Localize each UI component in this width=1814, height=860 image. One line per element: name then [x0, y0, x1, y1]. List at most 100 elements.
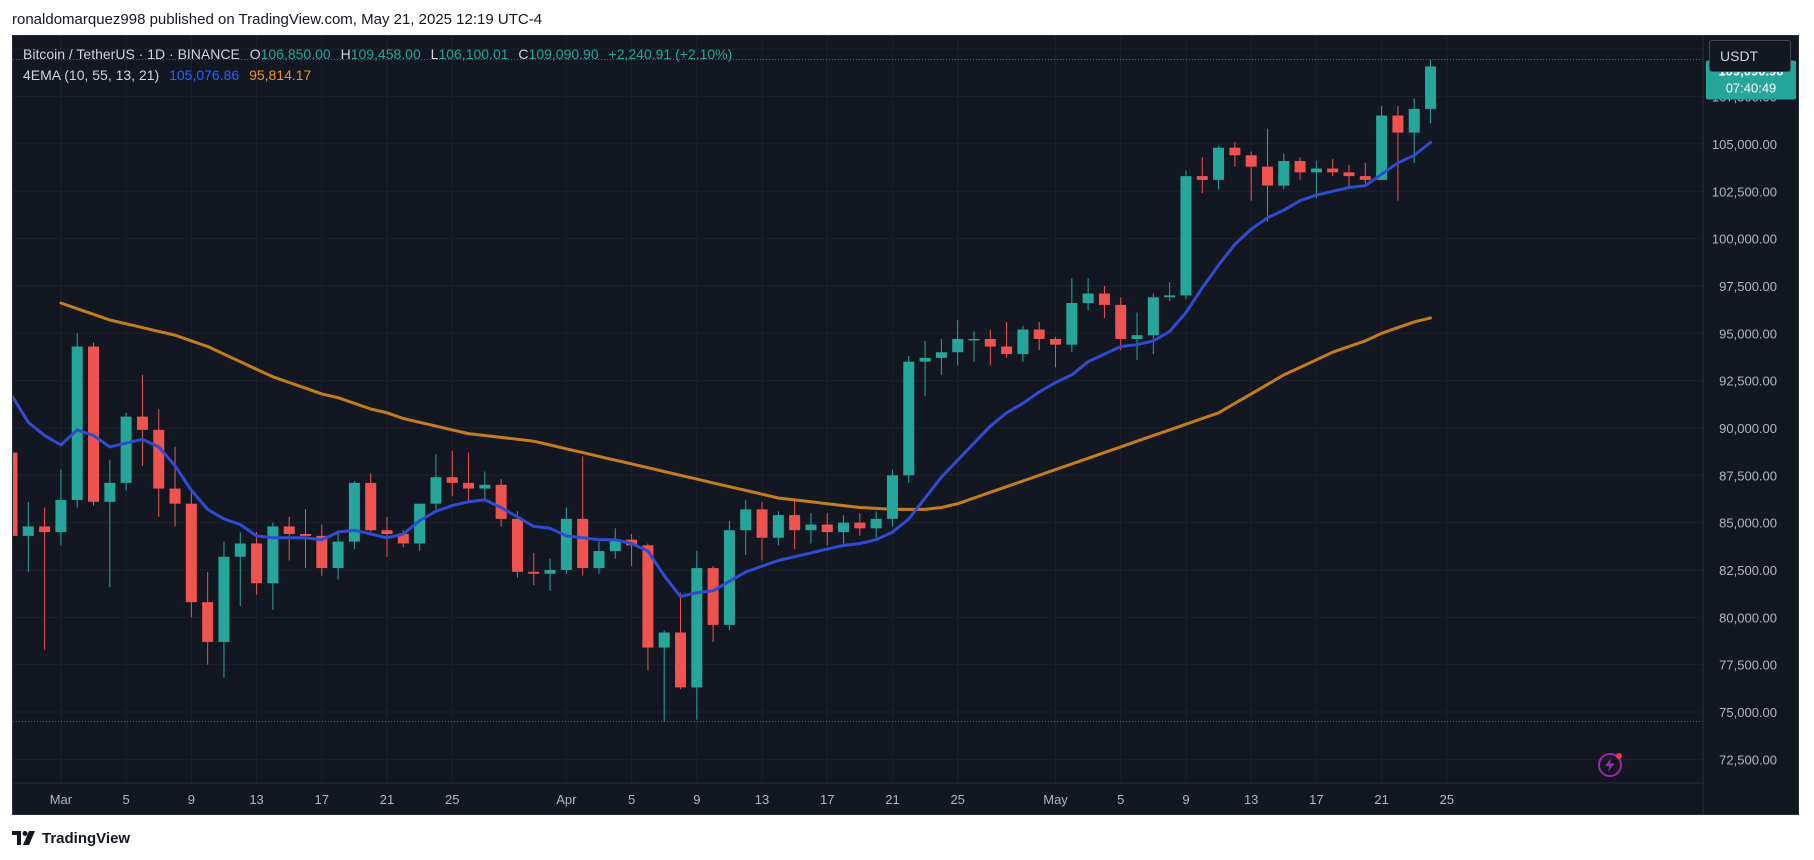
candle[interactable]	[854, 513, 866, 536]
candle[interactable]	[756, 501, 768, 561]
candle-body	[870, 518, 882, 529]
candle[interactable]	[1050, 337, 1062, 368]
chart-panel[interactable]: 72,500.00 75,000.00 77,500.00 80,000.00 82,5…	[12, 35, 1799, 815]
indicator-title[interactable]: 4EMA (10, 55, 13, 21)	[23, 67, 160, 83]
candle[interactable]	[528, 552, 540, 586]
candle-body	[55, 499, 67, 533]
candle[interactable]	[1425, 59, 1437, 124]
candle[interactable]	[1408, 98, 1420, 163]
candle[interactable]	[136, 374, 148, 466]
candle[interactable]	[479, 471, 491, 500]
currency-button[interactable]: USDT	[1709, 40, 1791, 72]
candle[interactable]	[1327, 159, 1339, 177]
candle[interactable]	[1066, 278, 1078, 353]
candle[interactable]	[446, 450, 458, 497]
candle[interactable]	[169, 446, 181, 527]
footer-brand[interactable]: TradingView	[12, 826, 130, 850]
candle[interactable]	[821, 513, 833, 546]
candle[interactable]	[968, 331, 980, 362]
candle[interactable]	[251, 532, 263, 595]
candle[interactable]	[1001, 321, 1013, 358]
candle[interactable]	[414, 503, 426, 552]
candle[interactable]	[1098, 285, 1110, 319]
candle[interactable]	[495, 479, 507, 527]
candle[interactable]	[1164, 282, 1176, 302]
candle[interactable]	[1294, 157, 1306, 180]
candle[interactable]	[723, 520, 735, 631]
price-chart[interactable]: 72,500.00 75,000.00 77,500.00 80,000.00 82,5…	[13, 36, 1798, 814]
candle[interactable]	[1033, 321, 1045, 351]
candle[interactable]	[104, 460, 116, 588]
candle[interactable]	[707, 566, 719, 642]
candle[interactable]	[772, 511, 784, 546]
time-tick-label: 5	[123, 792, 130, 807]
candle[interactable]	[935, 338, 947, 375]
candle[interactable]	[1376, 106, 1388, 180]
candle[interactable]	[71, 333, 83, 508]
candle[interactable]	[642, 543, 654, 671]
candle[interactable]	[55, 469, 67, 546]
candle[interactable]	[1245, 151, 1257, 201]
candle[interactable]	[332, 530, 344, 580]
candle[interactable]	[463, 452, 475, 502]
candle[interactable]	[789, 499, 801, 550]
candle[interactable]	[626, 534, 638, 567]
candle[interactable]	[153, 409, 165, 517]
candle[interactable]	[1131, 312, 1143, 360]
candle[interactable]	[919, 340, 931, 396]
candle[interactable]	[218, 541, 230, 678]
candle[interactable]	[838, 515, 850, 544]
candle[interactable]	[365, 473, 377, 533]
candle[interactable]	[805, 513, 817, 544]
candle[interactable]	[691, 551, 703, 720]
candle[interactable]	[1082, 278, 1094, 311]
candle[interactable]	[1147, 293, 1159, 355]
candle[interactable]	[1278, 153, 1290, 190]
candle[interactable]	[1310, 160, 1322, 199]
candle[interactable]	[870, 511, 882, 538]
candle[interactable]	[1261, 128, 1273, 222]
price-tick-label: 87,500.00	[1719, 468, 1777, 483]
candle[interactable]	[675, 592, 687, 690]
candle[interactable]	[316, 524, 328, 576]
candle[interactable]	[1359, 162, 1371, 184]
candle[interactable]	[267, 522, 279, 610]
candle[interactable]	[1196, 157, 1208, 194]
candle[interactable]	[544, 558, 556, 591]
candle-body	[528, 571, 540, 574]
candle[interactable]	[740, 499, 752, 555]
candle[interactable]	[430, 454, 442, 510]
time-tick-label: 13	[755, 792, 769, 807]
candle[interactable]	[1213, 145, 1225, 190]
candle[interactable]	[984, 329, 996, 366]
symbol-title[interactable]: Bitcoin / TetherUS · 1D · BINANCE	[23, 46, 240, 62]
candle[interactable]	[952, 320, 964, 366]
candle[interactable]	[13, 443, 18, 541]
candle[interactable]	[560, 507, 572, 574]
candle[interactable]	[120, 412, 132, 491]
candle[interactable]	[658, 630, 670, 722]
candle[interactable]	[22, 501, 34, 572]
candle[interactable]	[1343, 164, 1355, 190]
candle[interactable]	[609, 528, 621, 559]
candle[interactable]	[577, 456, 589, 576]
candle[interactable]	[88, 342, 100, 506]
candle[interactable]	[1180, 170, 1192, 300]
candle[interactable]	[593, 541, 605, 574]
candle[interactable]	[886, 469, 898, 527]
candle-body	[1343, 172, 1355, 177]
candle[interactable]	[1017, 325, 1029, 362]
candle[interactable]	[348, 480, 360, 550]
candle[interactable]	[1229, 142, 1241, 167]
candle[interactable]	[511, 511, 523, 578]
lightning-icon[interactable]	[1596, 751, 1624, 779]
candle[interactable]	[1392, 106, 1404, 201]
candle[interactable]	[202, 571, 214, 665]
candle[interactable]	[1115, 297, 1127, 351]
price-tick-label: 75,000.00	[1719, 705, 1777, 720]
candle[interactable]	[39, 507, 51, 650]
candle[interactable]	[234, 532, 246, 606]
candle[interactable]	[903, 356, 915, 483]
open-value: 106,850.00	[260, 46, 331, 62]
candle[interactable]	[185, 492, 197, 618]
